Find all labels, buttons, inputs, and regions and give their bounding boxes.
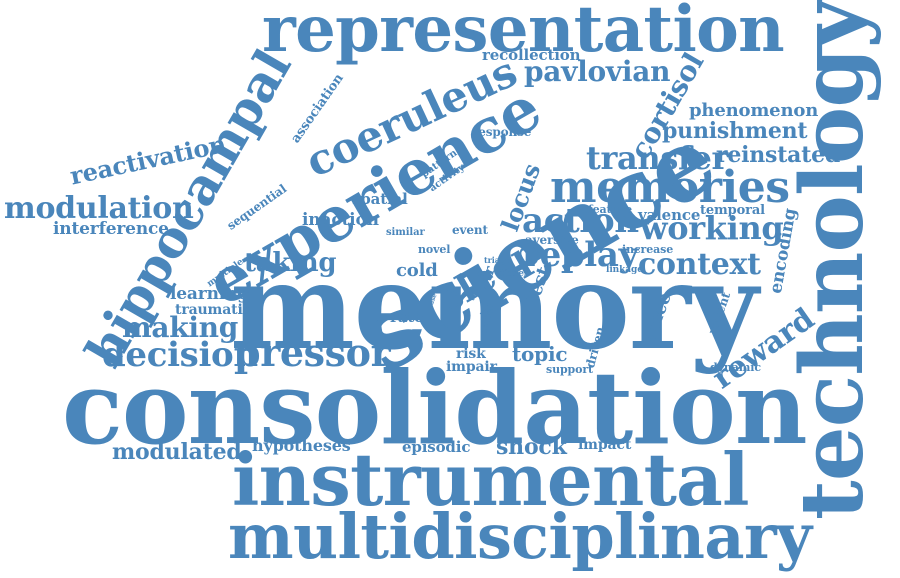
word-action: action — [522, 201, 639, 241]
word-multidisciplinary: multidisciplinary — [228, 500, 812, 573]
word-memories: memories — [550, 162, 790, 213]
word-pressor: pressor — [234, 330, 391, 375]
word-response: response — [472, 125, 532, 139]
word-feature: feature — [588, 203, 632, 216]
word-cold: cold — [396, 260, 438, 281]
word-modulation: modulation — [4, 191, 194, 226]
word-dynamic: dynamic — [710, 361, 761, 374]
word-reinstated: reinstated — [716, 142, 841, 168]
word-topic: topic — [512, 342, 568, 366]
word-context: context — [638, 247, 761, 282]
word-biases: biases — [498, 269, 529, 279]
word-increase: increase — [622, 243, 674, 256]
word-aversive: aversive — [525, 233, 579, 247]
word-representation: representation — [262, 0, 785, 67]
word-episodic: episodic — [402, 438, 471, 456]
word-valence: valence — [638, 206, 701, 224]
word-inaction: inaction — [302, 210, 379, 230]
word-punishment: punishment — [662, 118, 808, 144]
word-support: support — [546, 363, 594, 376]
word-event: event — [452, 223, 488, 237]
word-traumatic: traumatic — [175, 302, 252, 318]
word-triage: triage — [484, 255, 511, 265]
word-shock: shock — [496, 434, 567, 460]
word-transfer: transfer — [586, 139, 729, 177]
word-impair: impair — [446, 359, 497, 375]
word-making: making — [122, 311, 239, 344]
word-working: working — [640, 209, 784, 247]
word-rate: rate — [390, 308, 424, 326]
word-similar: similar — [386, 227, 425, 238]
word-learning: learning — [170, 284, 249, 304]
word-recollection: recollection — [482, 46, 581, 64]
word-modulated: modulated — [112, 439, 242, 465]
word-decision: decision — [102, 335, 258, 375]
word-temporal: temporal — [700, 203, 765, 218]
word-consolidation: consolidation — [62, 349, 808, 467]
word-interference: interference — [53, 219, 169, 239]
word-replay: replay — [522, 235, 638, 275]
word-spatial: spatial — [352, 190, 408, 208]
word-linkage: linkage — [606, 265, 643, 275]
word-taking: taking — [244, 248, 337, 278]
word-hypotheses: hypotheses — [252, 436, 351, 455]
word-impact: impact — [578, 437, 632, 453]
word-phenomenon: phenomenon — [689, 100, 819, 121]
word-pavlovian: pavlovian — [524, 55, 671, 88]
word-memory: memory — [230, 237, 758, 376]
word-novel: novel — [418, 243, 451, 256]
word-risk: risk — [456, 346, 486, 362]
word-instrumental: instrumental — [232, 437, 749, 522]
